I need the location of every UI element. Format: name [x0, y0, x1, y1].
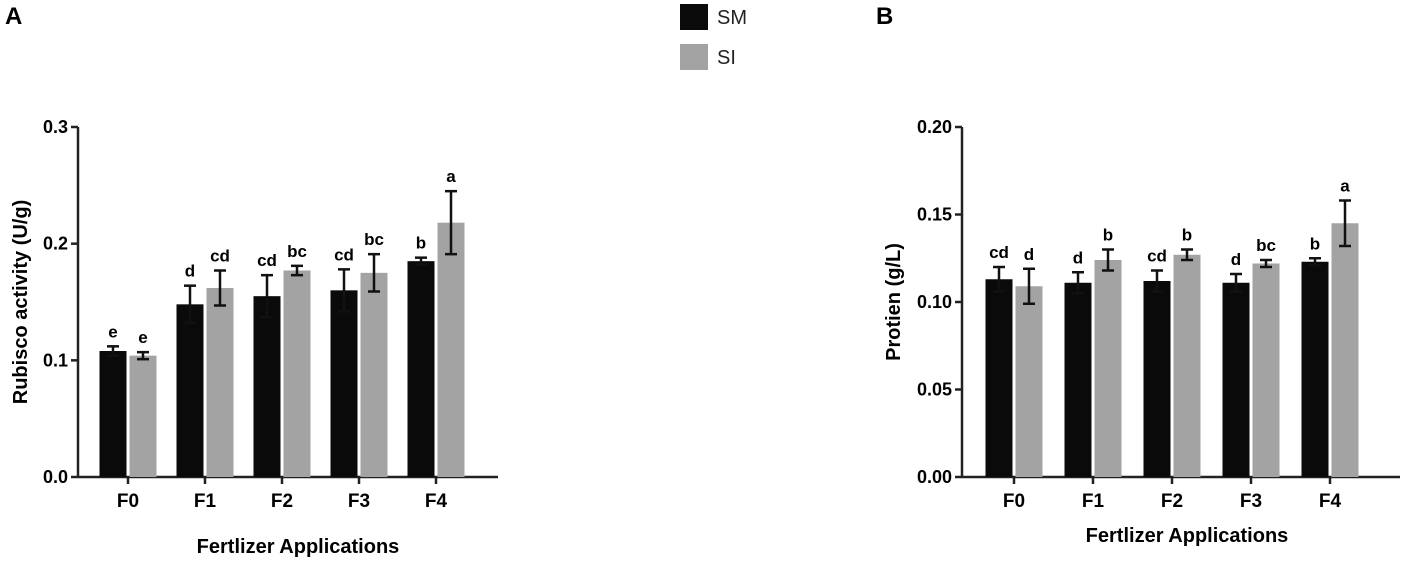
y-axis-title: Protien (g/L) [883, 243, 905, 361]
x-tick-label: F0 [1003, 491, 1025, 512]
legend-label-sm: SM [717, 7, 747, 29]
significance-label: cd [989, 243, 1009, 262]
significance-label: cd [1147, 247, 1167, 266]
bar-si-f3 [360, 272, 388, 477]
significance-label: bc [1256, 236, 1276, 255]
x-tick-label: F1 [194, 491, 217, 512]
significance-label: d [185, 262, 195, 281]
significance-label: b [1182, 226, 1192, 245]
bar-sm-f0 [99, 351, 127, 477]
significance-label: cd [257, 251, 277, 270]
significance-label: d [1024, 245, 1034, 264]
significance-label: d [1073, 248, 1083, 267]
significance-label: a [1340, 177, 1350, 196]
significance-label: bc [287, 242, 307, 261]
y-tick-label: 0.10 [917, 292, 952, 312]
significance-label: b [1310, 234, 1320, 253]
bar-si-f2 [283, 270, 311, 477]
significance-label: bc [364, 230, 384, 249]
bar-si-f1 [206, 288, 234, 477]
bar-sm-f0 [985, 279, 1013, 477]
significance-label: e [108, 322, 117, 341]
bar-sm-f4 [407, 261, 435, 477]
bar-sm-f2 [1143, 281, 1171, 477]
y-tick-label: 0.20 [917, 117, 952, 137]
bar-sm-f2 [253, 296, 281, 477]
legend-swatch-si [680, 44, 708, 70]
bar-sm-f3 [1222, 282, 1250, 477]
significance-label: e [138, 328, 147, 347]
bar-sm-f1 [1064, 282, 1092, 477]
y-tick-label: 0.2 [43, 234, 68, 254]
panel-letter-a: A [5, 3, 22, 30]
y-tick-label: 0.15 [917, 205, 952, 225]
bar-si-f2 [1173, 254, 1201, 477]
x-tick-label: F2 [271, 491, 293, 512]
significance-label: b [1103, 226, 1113, 245]
significance-label: cd [334, 245, 354, 264]
y-tick-label: 0.00 [917, 467, 952, 487]
bar-sm-f4 [1301, 261, 1329, 477]
bar-sm-f3 [330, 290, 358, 477]
significance-label: a [446, 167, 456, 186]
bar-si-f4 [1331, 223, 1359, 477]
legend: SM SI [680, 4, 747, 70]
x-tick-label: F3 [1240, 491, 1262, 512]
significance-label: cd [210, 247, 230, 266]
x-axis-title: Fertlizer Applications [197, 536, 400, 558]
legend-swatch-sm [680, 4, 708, 30]
significance-label: d [1231, 250, 1241, 269]
chart-panel-a: Rubisco activity (U/g) Fertlizer Applica… [10, 117, 498, 558]
bar-si-f0 [1015, 286, 1043, 477]
bar-sm-f1 [176, 304, 204, 477]
panel-letter-b: B [876, 3, 893, 30]
bar-si-f1 [1094, 260, 1122, 477]
x-axis-title: Fertlizer Applications [1086, 525, 1289, 547]
x-tick-label: F0 [117, 491, 139, 512]
y-tick-label: 0.05 [917, 380, 952, 400]
y-tick-label: 0.0 [43, 467, 68, 487]
y-axis-title: Rubisco activity (U/g) [10, 200, 32, 404]
legend-label-si: SI [717, 47, 736, 69]
y-tick-label: 0.3 [43, 117, 68, 137]
significance-label: b [416, 234, 426, 253]
x-tick-label: F4 [425, 491, 448, 512]
bar-si-f4 [437, 222, 465, 477]
chart-panel-b: Protien (g/L) Fertlizer Applications 0.0… [883, 117, 1400, 547]
x-tick-label: F1 [1082, 491, 1105, 512]
y-tick-label: 0.1 [43, 350, 68, 370]
x-tick-label: F3 [348, 491, 370, 512]
x-tick-label: F2 [1161, 491, 1183, 512]
bar-si-f3 [1252, 263, 1280, 477]
bar-si-f0 [129, 355, 157, 477]
x-tick-label: F4 [1319, 491, 1342, 512]
